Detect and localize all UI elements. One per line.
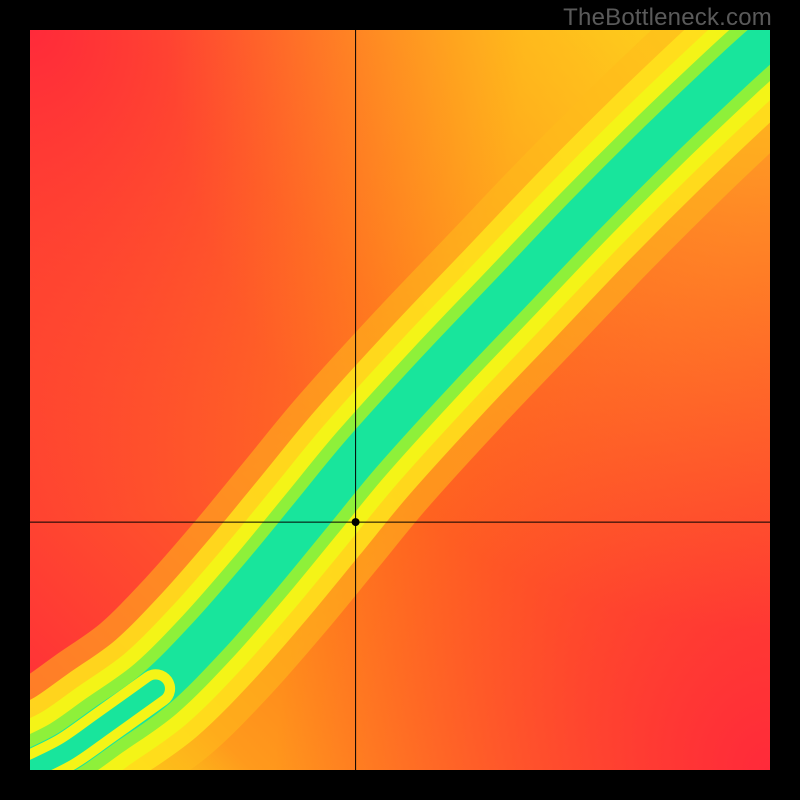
bottleneck-heatmap: [30, 30, 770, 770]
watermark-text: TheBottleneck.com: [563, 4, 772, 32]
chart-frame: TheBottleneck.com: [0, 0, 800, 800]
crosshair-marker: [352, 518, 360, 526]
